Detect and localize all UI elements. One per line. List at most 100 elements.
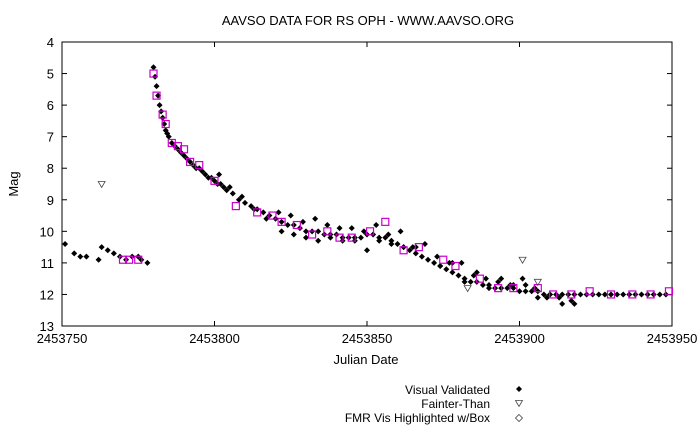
data-point-visual bbox=[348, 225, 355, 232]
data-point-visual bbox=[486, 281, 492, 288]
data-point-visual bbox=[556, 294, 563, 301]
data-point-visual bbox=[373, 222, 380, 229]
y-tick-label: 10 bbox=[40, 224, 54, 239]
data-point-visual bbox=[260, 209, 267, 216]
data-point-visual bbox=[287, 212, 294, 219]
data-point-visual bbox=[409, 244, 416, 251]
data-point-visual bbox=[336, 225, 343, 232]
data-point-visual bbox=[83, 253, 90, 260]
data-point-visual bbox=[144, 259, 151, 266]
data-point-visual bbox=[498, 275, 505, 282]
data-point-fmr-box bbox=[268, 211, 277, 220]
data-point-visual bbox=[388, 237, 395, 244]
x-tick-label: 2453900 bbox=[494, 331, 545, 346]
data-point-fmr-box bbox=[195, 160, 204, 170]
data-point-visual bbox=[303, 234, 309, 241]
data-point-visual bbox=[357, 234, 364, 241]
data-point-visual bbox=[482, 275, 489, 282]
x-tick-label: 2453950 bbox=[647, 331, 697, 346]
data-point-fmr-box bbox=[494, 284, 503, 293]
data-point-visual bbox=[397, 228, 404, 235]
data-point-visual bbox=[571, 300, 578, 307]
plot-area-border bbox=[61, 41, 673, 327]
x-axis-ticks: 2453750 2453800 2453850 2453900 2453950 bbox=[37, 42, 697, 346]
legend-label-fmr: FMR Vis Highlighted w/Box bbox=[345, 411, 490, 425]
chart-title: AAVSO DATA FOR RS OPH - WWW.AAVSO.ORG bbox=[222, 13, 514, 28]
data-point-visual bbox=[418, 253, 425, 260]
data-point-visual bbox=[62, 240, 69, 247]
data-point-fmr-box bbox=[439, 255, 448, 264]
data-point-visual bbox=[263, 215, 270, 222]
data-point-fmr-box bbox=[646, 290, 655, 299]
data-point-visual bbox=[479, 281, 486, 288]
data-point-visual bbox=[216, 171, 223, 178]
data-point-visual bbox=[382, 234, 389, 241]
data-point-fmr-box bbox=[567, 290, 576, 299]
data-point-visual bbox=[504, 285, 511, 292]
legend-label-fainter: Fainter-Than bbox=[421, 397, 490, 411]
data-point-visual bbox=[461, 275, 468, 282]
data-point-visual bbox=[211, 177, 218, 184]
data-point-visual bbox=[242, 199, 248, 206]
data-point-visual bbox=[406, 247, 413, 254]
legend-open-triangle-icon bbox=[514, 400, 524, 408]
y-tick-label: 13 bbox=[40, 319, 54, 334]
series-fainter-than bbox=[97, 181, 542, 293]
data-point-fmr-box bbox=[628, 290, 637, 299]
data-point-visual bbox=[187, 158, 194, 165]
data-point-visual bbox=[303, 228, 309, 235]
data-point-visual bbox=[364, 247, 370, 254]
data-point-fainter-than bbox=[97, 181, 106, 189]
data-point-visual bbox=[388, 240, 395, 247]
legend: Visual Validated Fainter-Than FMR Vis Hi… bbox=[345, 383, 524, 425]
data-point-visual bbox=[486, 285, 492, 292]
data-point-visual bbox=[510, 285, 517, 292]
data-point-fmr-box bbox=[475, 274, 484, 283]
data-point-fmr-box bbox=[548, 290, 558, 299]
data-point-visual bbox=[559, 291, 566, 298]
data-point-visual bbox=[656, 291, 663, 298]
y-axis-label: Mag bbox=[6, 171, 21, 196]
data-point-fmr-box bbox=[509, 284, 518, 293]
data-point-visual bbox=[71, 250, 78, 257]
data-point-visual bbox=[275, 209, 282, 216]
data-point-fmr-box bbox=[347, 233, 356, 242]
data-point-visual bbox=[150, 64, 157, 71]
data-point-visual bbox=[577, 291, 584, 298]
data-point-visual bbox=[153, 83, 160, 90]
data-point-fmr-box bbox=[231, 201, 240, 211]
data-point-visual bbox=[235, 196, 242, 203]
data-point-visual bbox=[360, 228, 367, 235]
data-point-visual bbox=[522, 288, 529, 295]
data-point-visual bbox=[467, 278, 474, 285]
y-tick-label: 12 bbox=[40, 287, 54, 302]
data-point-visual bbox=[425, 256, 431, 263]
data-point-visual bbox=[77, 253, 84, 260]
data-point-visual bbox=[217, 181, 224, 187]
data-point-visual bbox=[608, 291, 614, 298]
data-point-visual bbox=[156, 102, 163, 109]
data-point-visual bbox=[181, 152, 187, 159]
y-tick-label: 9 bbox=[47, 193, 54, 208]
data-point-fmr-box bbox=[253, 208, 262, 217]
data-point-fmr-box bbox=[124, 255, 134, 264]
data-point-fmr-box bbox=[210, 176, 219, 185]
data-point-visual bbox=[205, 174, 212, 181]
data-point-visual bbox=[220, 184, 227, 191]
data-point-visual bbox=[568, 297, 575, 304]
data-point-visual bbox=[522, 281, 529, 288]
data-point-visual bbox=[226, 184, 233, 191]
data-point-visual bbox=[199, 168, 206, 175]
data-point-fmr-box bbox=[149, 69, 158, 78]
data-point-visual bbox=[238, 193, 245, 200]
x-tick-label: 2453750 bbox=[37, 331, 88, 346]
data-point-visual bbox=[315, 237, 322, 244]
data-point-visual bbox=[519, 275, 526, 282]
data-point-visual bbox=[434, 253, 441, 260]
data-point-visual bbox=[412, 250, 419, 257]
data-point-visual bbox=[312, 215, 319, 222]
data-point-visual bbox=[168, 139, 175, 146]
data-point-visual bbox=[104, 247, 111, 254]
data-point-visual bbox=[248, 203, 255, 210]
